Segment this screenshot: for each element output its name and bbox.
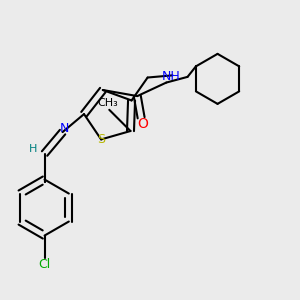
Text: O: O [138,117,148,131]
Text: NH: NH [162,70,181,83]
Text: CH₃: CH₃ [97,98,118,108]
Text: S: S [97,133,105,146]
Text: N: N [60,122,69,135]
Text: H: H [28,143,37,154]
Text: Cl: Cl [38,258,51,271]
